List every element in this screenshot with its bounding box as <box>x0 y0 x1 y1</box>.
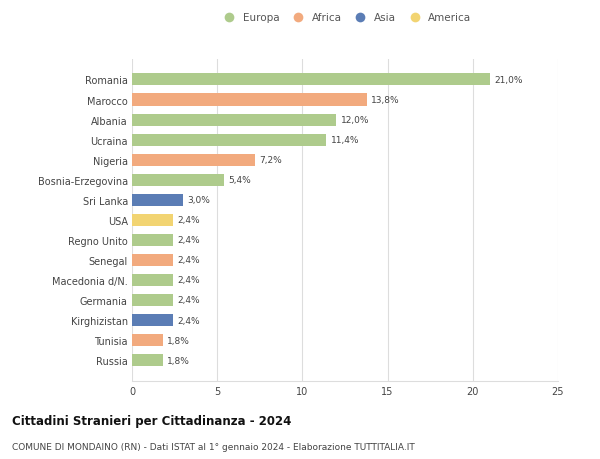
Bar <box>132 235 173 246</box>
Bar <box>132 334 163 347</box>
Text: Cittadini Stranieri per Cittadinanza - 2024: Cittadini Stranieri per Cittadinanza - 2… <box>12 414 292 428</box>
Text: 2,4%: 2,4% <box>177 236 200 245</box>
Text: 2,4%: 2,4% <box>177 216 200 225</box>
Text: 1,8%: 1,8% <box>167 336 190 345</box>
Text: 21,0%: 21,0% <box>494 76 523 85</box>
Text: 1,8%: 1,8% <box>167 356 190 365</box>
Legend: Europa, Africa, Asia, America: Europa, Africa, Asia, America <box>219 13 471 23</box>
Bar <box>132 154 254 166</box>
Text: 5,4%: 5,4% <box>228 176 251 185</box>
Bar <box>132 214 173 226</box>
Bar <box>132 314 173 326</box>
Text: 12,0%: 12,0% <box>341 116 369 125</box>
Bar <box>132 274 173 286</box>
Bar <box>132 194 183 206</box>
Text: 2,4%: 2,4% <box>177 296 200 305</box>
Bar <box>132 294 173 306</box>
Text: 7,2%: 7,2% <box>259 156 281 165</box>
Bar <box>132 254 173 266</box>
Text: 2,4%: 2,4% <box>177 276 200 285</box>
Text: 3,0%: 3,0% <box>187 196 210 205</box>
Text: 2,4%: 2,4% <box>177 316 200 325</box>
Bar <box>132 134 326 146</box>
Text: 13,8%: 13,8% <box>371 96 400 105</box>
Bar <box>132 94 367 106</box>
Text: COMUNE DI MONDAINO (RN) - Dati ISTAT al 1° gennaio 2024 - Elaborazione TUTTITALI: COMUNE DI MONDAINO (RN) - Dati ISTAT al … <box>12 442 415 451</box>
Bar <box>132 74 490 86</box>
Bar <box>132 354 163 366</box>
Text: 11,4%: 11,4% <box>331 136 359 145</box>
Bar <box>132 174 224 186</box>
Text: 2,4%: 2,4% <box>177 256 200 265</box>
Bar <box>132 114 337 126</box>
